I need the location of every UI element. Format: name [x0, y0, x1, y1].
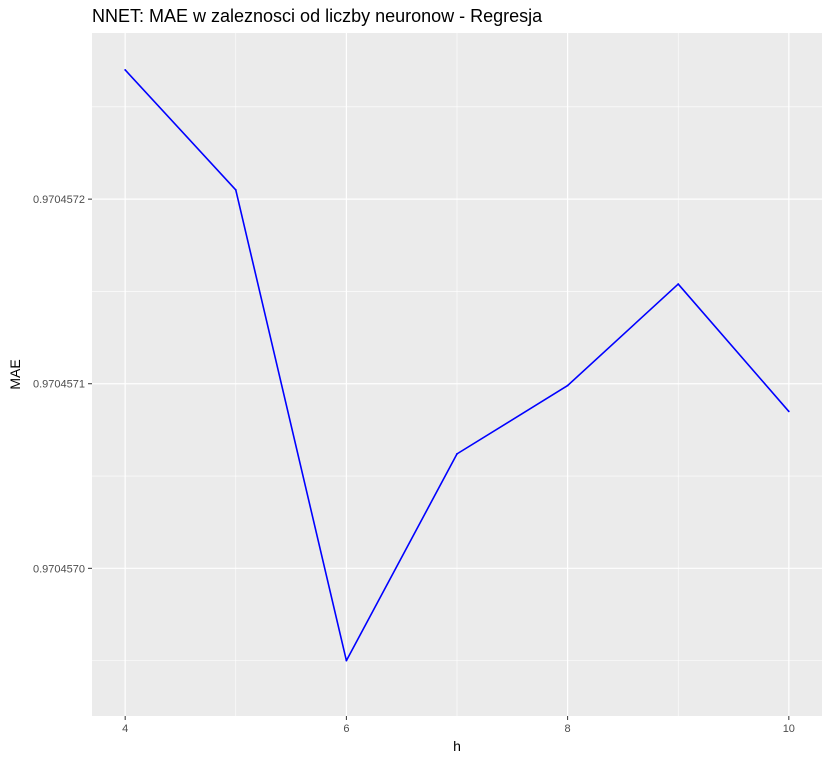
data-point [234, 189, 237, 191]
data-point [124, 69, 127, 71]
y-axis-title: MAE [7, 359, 23, 389]
data-point [566, 384, 569, 387]
data-point [345, 659, 348, 662]
chart-title: NNET: MAE w zaleznosci od liczby neurono… [92, 6, 543, 26]
y-tick-label: 0.9704572 [33, 194, 85, 206]
x-tick-label: 8 [565, 723, 571, 735]
data-point [677, 283, 680, 285]
y-tick-label: 0.9704571 [33, 379, 85, 391]
data-point [456, 452, 458, 455]
x-tick-label: 10 [783, 723, 795, 735]
data-point [787, 410, 790, 413]
y-tick-label: 0.9704570 [33, 563, 85, 575]
x-tick-label: 6 [343, 723, 349, 735]
x-tick-label: 4 [122, 723, 128, 735]
x-axis-title: h [453, 738, 461, 754]
